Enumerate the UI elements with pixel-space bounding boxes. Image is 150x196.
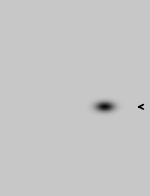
Bar <box>57 18 130 182</box>
Text: 55: 55 <box>42 26 52 35</box>
Text: 34: 34 <box>42 80 52 89</box>
Text: 17: 17 <box>42 156 52 165</box>
Text: KDa: KDa <box>6 6 24 15</box>
Text: B: B <box>102 6 108 15</box>
Text: 43: 43 <box>42 54 52 63</box>
Text: 26: 26 <box>42 109 52 118</box>
Text: A: A <box>75 6 82 15</box>
